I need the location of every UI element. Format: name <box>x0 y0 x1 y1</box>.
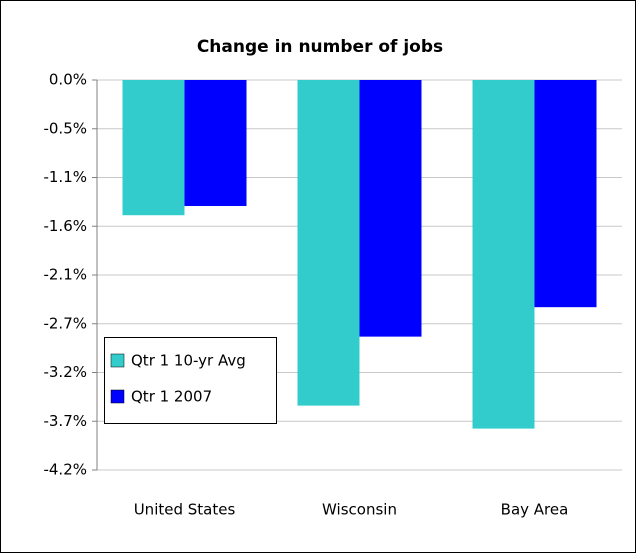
x-tick-label: United States <box>134 501 236 519</box>
y-tick-label: -2.7% <box>43 314 87 332</box>
y-tick-label: -4.2% <box>43 461 87 479</box>
bar <box>122 80 185 216</box>
chart-title: Change in number of jobs <box>197 37 443 57</box>
legend-swatch <box>110 389 125 404</box>
legend-label: Qtr 1 2007 <box>131 388 212 406</box>
bar <box>184 80 247 207</box>
legend-box <box>104 337 277 424</box>
legend-label: Qtr 1 10-yr Avg <box>131 352 246 370</box>
bar <box>297 80 360 406</box>
bar <box>472 80 535 429</box>
bar <box>359 80 422 337</box>
y-tick-label: -0.5% <box>43 119 87 137</box>
y-tick-label: 0.0% <box>49 71 87 89</box>
legend-swatch <box>110 353 125 368</box>
y-tick-label: -3.7% <box>43 412 87 430</box>
y-tick-label: -1.1% <box>43 168 87 186</box>
x-tick-label: Wisconsin <box>322 501 397 519</box>
x-tick-label: Bay Area <box>501 501 569 519</box>
y-tick-label: -2.1% <box>43 266 87 284</box>
bar <box>534 80 597 308</box>
y-tick-label: -3.2% <box>43 363 87 381</box>
y-tick-label: -1.6% <box>43 217 87 235</box>
